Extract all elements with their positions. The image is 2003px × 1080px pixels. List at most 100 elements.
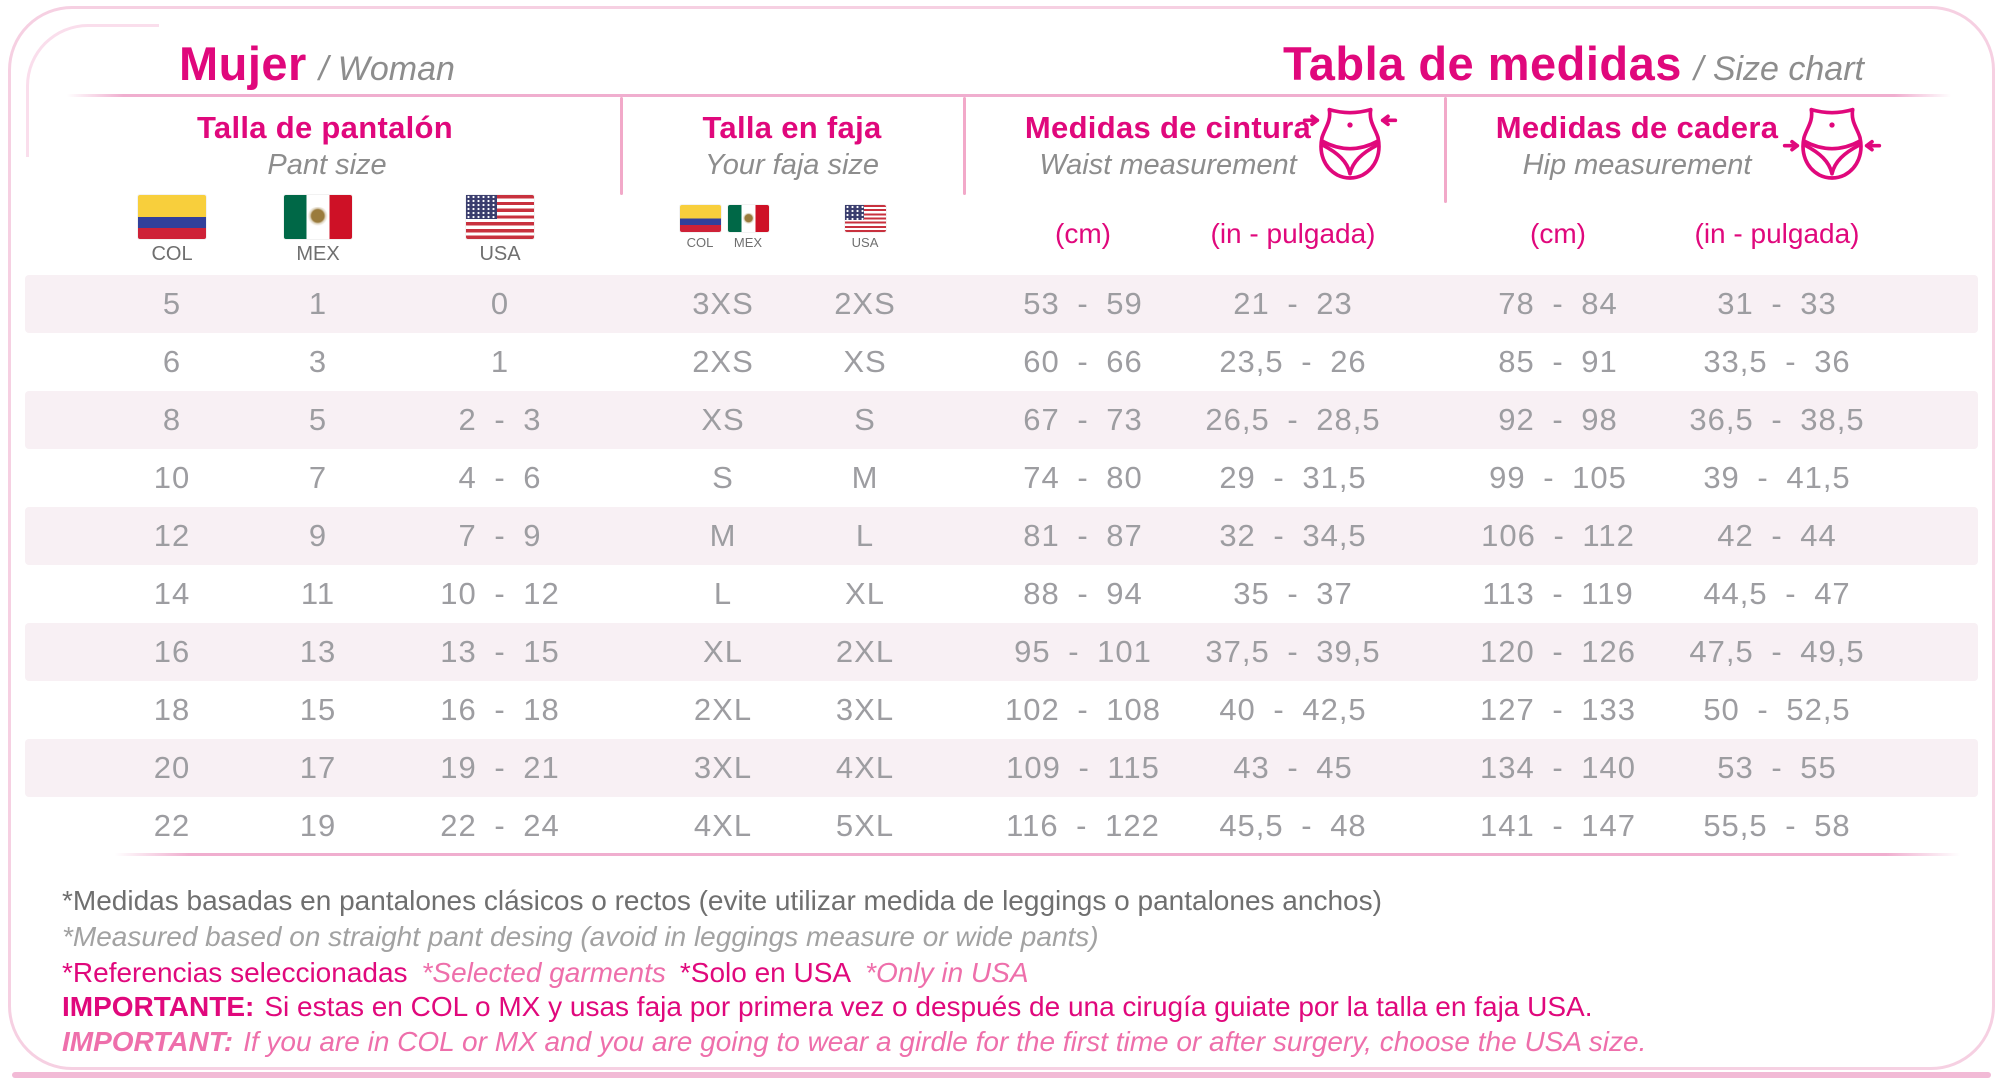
cell-hip-in: 36,5 - 38,5: [1689, 402, 1865, 437]
cell-faja-usa: L: [855, 518, 875, 553]
cell-pant-usa: 2 - 3: [458, 402, 542, 437]
cell-hip-cm: 134 - 140: [1480, 750, 1636, 785]
cell-hip-cm: 78 - 84: [1498, 286, 1618, 321]
page-title-right: Tabla de medidas / Size chart: [1283, 36, 1864, 91]
cell-pant-mex: 9: [308, 518, 328, 553]
cell-hip-in: 55,5 - 58: [1703, 808, 1851, 843]
cell-faja-col-mex: 3XS: [692, 286, 754, 321]
cell-faja-usa: XL: [845, 576, 885, 611]
cell-pant-usa: 10 - 12: [440, 576, 560, 611]
faja-flag-label-col: COL: [686, 235, 714, 250]
important-es-text: Si estas en COL o MX y usas faja por pri…: [264, 991, 1593, 1022]
cell-waist-in: 23,5 - 26: [1219, 344, 1367, 379]
cell-faja-col-mex: 2XS: [692, 344, 754, 379]
cell-pant-col: 10: [153, 460, 191, 495]
cell-pant-col: 12: [153, 518, 191, 553]
divider-waist-hip: [1444, 97, 1447, 203]
cell-waist-cm: 95 - 101: [1014, 634, 1152, 669]
cell-waist-cm: 88 - 94: [1023, 576, 1143, 611]
divider-faja-waist: [963, 97, 966, 195]
faja-size-subtitle: Your faja size: [704, 149, 880, 181]
cell-pant-usa: 1: [490, 344, 510, 379]
table-bottom-line: [115, 853, 1960, 856]
faja-size-title: Talla en faja: [702, 110, 882, 145]
page-title-left: Mujer / Woman: [179, 36, 455, 91]
cell-faja-usa: XS: [843, 344, 887, 379]
size-table-row: 20 17 19 - 21 3XL 4XL 109 - 115 43 - 45 134 - 1…: [25, 739, 1978, 797]
cell-pant-col: 5: [162, 286, 182, 321]
cell-hip-in: 42 - 44: [1717, 518, 1837, 553]
cell-hip-cm: 120 - 126: [1480, 634, 1636, 669]
colombia-flag-icon: [138, 195, 206, 239]
cell-pant-mex: 19: [299, 808, 337, 843]
footnote-ref-es: *Referencias seleccionadas: [62, 957, 408, 988]
cell-faja-usa: 5XL: [835, 808, 895, 843]
cell-waist-cm: 102 - 108: [1005, 692, 1161, 727]
waist-measure-icon: [1302, 107, 1398, 180]
cell-hip-cm: 113 - 119: [1482, 576, 1634, 611]
cell-faja-usa: 4XL: [835, 750, 895, 785]
size-table-row: 10 7 4 - 6 S M 74 - 80 29 - 31,5 99 - 105 39 - 4…: [25, 449, 1978, 507]
cell-waist-in: 37,5 - 39,5: [1205, 634, 1381, 669]
cell-hip-cm: 127 - 133: [1480, 692, 1636, 727]
cell-pant-mex: 3: [308, 344, 328, 379]
size-table-row: 18 15 16 - 18 2XL 3XL 102 - 108 40 - 42,5 127 -…: [25, 681, 1978, 739]
colombia-flag-icon: [680, 205, 721, 232]
cell-pant-col: 22: [153, 808, 191, 843]
cell-faja-col-mex: S: [712, 460, 734, 495]
cell-pant-usa: 0: [490, 286, 510, 321]
cell-hip-in: 33,5 - 36: [1703, 344, 1851, 379]
waist-title: Medidas de cintura: [1024, 110, 1312, 145]
card-border: [8, 6, 1995, 1070]
cell-waist-in: 32 - 34,5: [1219, 518, 1367, 553]
footnote-note-en: *Measured based on straight pant desing …: [62, 921, 1099, 952]
corner-accent: [26, 24, 159, 157]
cell-pant-usa: 4 - 6: [458, 460, 542, 495]
mexico-flag-icon: [284, 195, 352, 239]
important-es-label: IMPORTANTE:: [62, 991, 255, 1022]
cell-faja-col-mex: 3XL: [693, 750, 753, 785]
waist-unit-cm: (cm): [1055, 218, 1111, 249]
subtitle-woman: / Woman: [318, 50, 455, 88]
cell-pant-col: 20: [153, 750, 191, 785]
cell-faja-col-mex: M: [709, 518, 737, 553]
footnote-important-en: IMPORTANT: If you are in COL or MX and yo…: [62, 1025, 1646, 1059]
cell-pant-mex: 5: [308, 402, 328, 437]
cell-faja-usa: M: [851, 460, 879, 495]
pant-size-title: Talla de pantalón: [196, 110, 454, 145]
cell-waist-cm: 74 - 80: [1023, 460, 1143, 495]
size-table: 5 1 0 3XS 2XS 53 - 59 21 - 23 78 - 84 31 - 33 6 3 1…: [25, 275, 1978, 855]
size-table-row: 22 19 22 - 24 4XL 5XL 116 - 122 45,5 - 48 141 -…: [25, 797, 1978, 855]
waist-subtitle: Waist measurement: [1039, 149, 1297, 181]
hip-unit-in: (in - pulgada): [1694, 218, 1860, 249]
cell-waist-cm: 60 - 66: [1023, 344, 1143, 379]
cell-waist-cm: 109 - 115: [1006, 750, 1160, 785]
cell-pant-mex: 15: [299, 692, 337, 727]
cell-hip-cm: 99 - 105: [1489, 460, 1627, 495]
size-table-row: 14 11 10 - 12 L XL 88 - 94 35 - 37 113 - 119 44,…: [25, 565, 1978, 623]
cell-waist-cm: 67 - 73: [1023, 402, 1143, 437]
cell-waist-in: 45,5 - 48: [1219, 808, 1367, 843]
cell-waist-in: 35 - 37: [1233, 576, 1353, 611]
pant-flag-label-col: COL: [151, 243, 193, 265]
hip-unit-cm: (cm): [1530, 218, 1586, 249]
hip-subtitle: Hip measurement: [1522, 149, 1752, 181]
important-en-text: If you are in COL or MX and you are goin…: [243, 1026, 1647, 1057]
cell-pant-mex: 7: [308, 460, 328, 495]
size-table-row: 12 9 7 - 9 M L 81 - 87 32 - 34,5 106 - 112 42 - …: [25, 507, 1978, 565]
cell-waist-in: 26,5 - 28,5: [1205, 402, 1381, 437]
cell-hip-in: 44,5 - 47: [1703, 576, 1851, 611]
footnote-ref-en: *Selected garments: [421, 957, 666, 988]
hip-measure-icon: [1782, 107, 1882, 180]
footnote-usa-es: *Solo en USA: [679, 957, 852, 988]
cell-faja-col-mex: L: [713, 576, 733, 611]
usa-flag-icon: [466, 195, 534, 239]
footnote-important-es: IMPORTANTE: Si estas en COL o MX y usas f…: [62, 990, 1593, 1024]
cell-waist-in: 21 - 23: [1233, 286, 1353, 321]
pant-flag-label-usa: USA: [479, 243, 521, 265]
cell-hip-cm: 106 - 112: [1481, 518, 1635, 553]
cell-waist-in: 43 - 45: [1233, 750, 1353, 785]
cell-hip-in: 47,5 - 49,5: [1689, 634, 1865, 669]
usa-flag-icon: [845, 205, 886, 232]
